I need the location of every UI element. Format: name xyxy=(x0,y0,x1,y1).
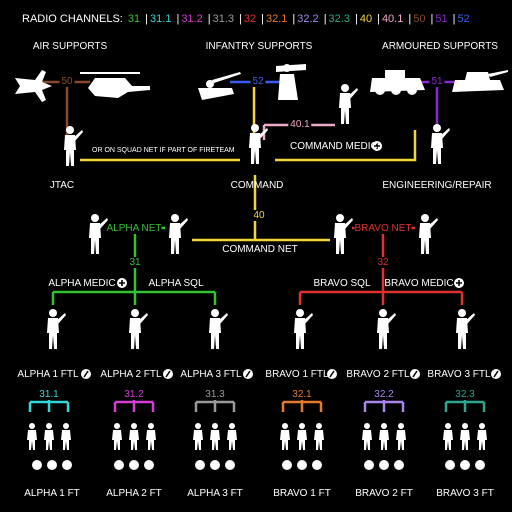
engineering-label: ENGINEERING/REPAIR xyxy=(382,180,492,191)
alpha-2-ft-label: ALPHA 2 FT xyxy=(106,488,162,499)
legend-separator: | xyxy=(323,13,327,25)
legend-channel-50: 50 xyxy=(413,13,426,25)
bravo-3-ft-label: BRAVO 3 FT xyxy=(436,488,494,499)
legend-channel-32-3: 32.3 xyxy=(328,13,350,25)
alpha-2-ftl-label: ALPHA 2 FTL xyxy=(100,369,162,380)
ftl-slash-icon xyxy=(81,369,501,379)
squad-net-note: OR ON SQUAD NET IF PART OF FIRETEAM xyxy=(92,147,235,154)
bravo-medic-label: BRAVO MEDIC xyxy=(384,278,454,289)
alpha-channel: 31 xyxy=(127,257,143,268)
legend-separator: | xyxy=(207,13,211,25)
jet-icon xyxy=(15,70,52,102)
legend-separator: | xyxy=(377,13,380,25)
alpha-3-ft-label: ALPHA 3 FT xyxy=(187,488,243,499)
legend-channel-31: 31 xyxy=(127,13,141,25)
bravo-1-ft-label: BRAVO 1 FT xyxy=(273,488,331,499)
legend-channel-52: 52 xyxy=(457,13,470,25)
legend-channel-31-2: 31.2 xyxy=(181,13,203,25)
legend-channel-32-1: 32.1 xyxy=(265,13,288,25)
a2-channel: 31.2 xyxy=(122,389,146,400)
legend-separator: | xyxy=(261,13,264,25)
legend-channel-40: 40 xyxy=(359,13,373,25)
legend-channel-31-1: 31.1 xyxy=(150,13,172,25)
helicopter-icon xyxy=(80,72,150,98)
bravo-2-ft-label: BRAVO 2 FT xyxy=(355,488,413,499)
ifv-icon xyxy=(370,70,425,95)
bravo-channel: 32 xyxy=(375,257,391,268)
legend-prefix: RADIO CHANNELS: xyxy=(22,13,123,25)
fireteam-soldiers xyxy=(27,423,487,450)
armoured-channel: 51 xyxy=(429,76,445,87)
command-net-label: COMMAND NET xyxy=(222,244,298,255)
b2-channel: 32.2 xyxy=(372,389,396,400)
radio-channel-legend: RADIO CHANNELS: 31 | 31.1 | 31.2 | 31.3 | 32 | 32.… xyxy=(22,13,474,25)
armoured-supports-label: ARMOURED SUPPORTS xyxy=(382,41,498,52)
a3-channel: 31.3 xyxy=(203,389,227,400)
legend-channel-51: 51 xyxy=(435,13,448,25)
legend-separator: | xyxy=(239,13,242,25)
at-team-icon xyxy=(276,64,306,100)
jtac-label: JTAC xyxy=(49,180,75,191)
legend-separator: | xyxy=(452,13,456,25)
a1-channel: 31.1 xyxy=(37,389,61,400)
command-channel: 40 xyxy=(251,210,267,221)
role-badges xyxy=(32,460,485,470)
infantry-channel: 52 xyxy=(250,76,266,87)
sniper-icon xyxy=(198,72,241,100)
bravo-sql-label: BRAVO SQL xyxy=(313,278,371,289)
legend-separator: | xyxy=(430,13,434,25)
legend-channels: 31 | 31.1 | 31.2 | 31.3 | 32 | 32.1 | 32.2 | 32.3 | 40 | 4… xyxy=(128,13,472,25)
alpha-1-ftl-label: ALPHA 1 FTL xyxy=(17,369,79,380)
medic-cross-icon xyxy=(117,141,464,288)
alpha-medic-label: ALPHA MEDIC xyxy=(48,278,116,289)
legend-separator: | xyxy=(354,13,358,25)
legend-channel-32-2: 32.2 xyxy=(297,13,319,25)
alpha-3-ftl-label: ALPHA 3 FTL xyxy=(180,369,242,380)
air-channel: 50 xyxy=(59,76,75,87)
legend-channel-32: 32 xyxy=(243,13,257,25)
air-supports-label: AIR SUPPORTS xyxy=(32,41,108,52)
tank-icon xyxy=(452,70,508,92)
bravo-2-ftl-label: BRAVO 2 FTL xyxy=(346,369,410,380)
infantry-supports-label: INFANTRY SUPPORTS xyxy=(205,41,313,52)
alpha-sql-label: ALPHA SQL xyxy=(148,278,204,289)
b1-channel: 32.1 xyxy=(290,389,314,400)
bravo-3-ftl-label: BRAVO 3 FTL xyxy=(427,369,491,380)
legend-separator: | xyxy=(292,13,296,25)
bravo-net-label: BRAVO NET xyxy=(354,223,412,234)
alpha-1-ft-label: ALPHA 1 FT xyxy=(24,488,80,499)
b3-channel: 32.3 xyxy=(453,389,477,400)
medic-channel: 40.1 xyxy=(288,119,312,130)
legend-separator: | xyxy=(145,13,149,25)
legend-separator: | xyxy=(176,13,180,25)
command-medic-label: COMMAND MEDIC xyxy=(290,141,378,152)
alpha-net-label: ALPHA NET xyxy=(106,223,162,234)
legend-separator: | xyxy=(408,13,412,25)
legend-channel-31-3: 31.3 xyxy=(212,13,235,25)
command-label: COMMAND xyxy=(230,180,284,191)
bravo-1-ftl-label: BRAVO 1 FTL xyxy=(265,369,329,380)
legend-channel-40-1: 40.1 xyxy=(381,13,404,25)
